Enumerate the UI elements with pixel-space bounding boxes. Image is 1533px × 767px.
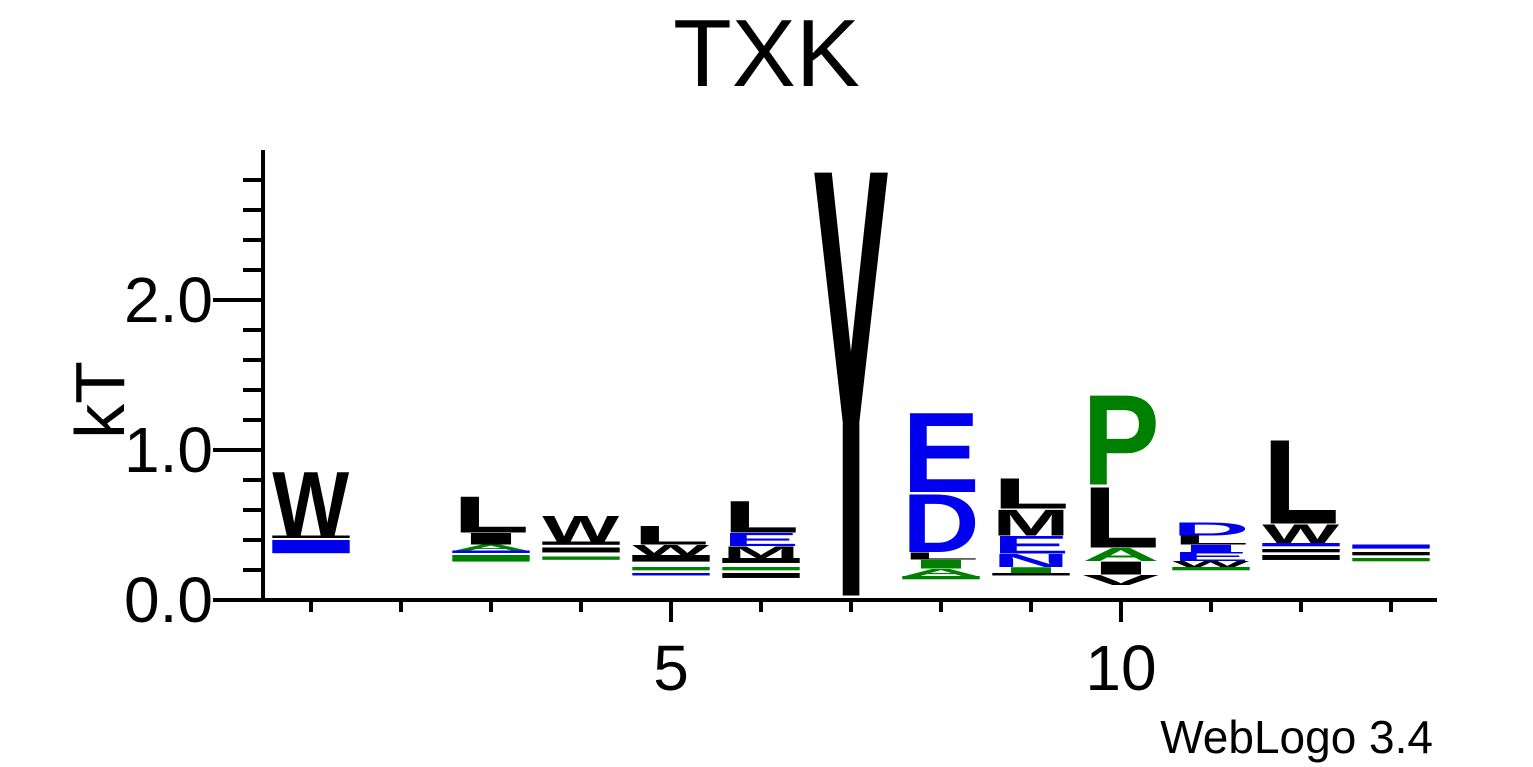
logo-letter-I: I [992,565,1069,574]
logo-letter-W: W [272,453,349,556]
logo-letter-M: M [992,502,1069,544]
logo-stripe [1172,567,1250,571]
logo-stripe [632,567,710,571]
logo-letter-M: M [722,543,799,561]
logo-letter-E: E [992,531,1069,559]
logo-letter-W: W [1172,560,1249,569]
logo-stripe [542,547,620,553]
logo-letter-I: I [452,529,529,548]
logo-letter-W: W [632,542,710,558]
logo-letter-V: V [1082,572,1159,588]
logo-letter-D: D [902,477,979,570]
logo-stripe [452,550,530,553]
logo-letter-I: I [1172,543,1249,555]
logo-letter-L: L [632,520,709,550]
logo-letter-L: L [722,492,799,543]
logo-stripe [542,541,620,545]
chart-title: TXK [673,0,860,107]
logo-letter-L: L [902,550,979,562]
logo-letter-L: L [992,469,1069,518]
logo-stripe [722,558,800,563]
logo-letter-Y: Y [812,40,889,726]
logo-stripe [992,573,1070,576]
logo-stripe [542,556,620,560]
logo-stripe [272,535,350,538]
weblogo-version-label: WebLogo 3.4 [1160,711,1433,763]
logo-stripe [1262,549,1340,553]
chart-axes: 0.0 1.0 2.0 5 10 [124,150,1437,704]
logo-stripe [632,555,710,562]
logo-letter-I: I [1082,557,1159,578]
logo-letter-I: I [902,557,979,571]
logo-stripe [272,540,350,554]
logo-stripe [632,573,710,576]
logo-letter-A: A [452,543,529,552]
logo-stripe [722,567,800,571]
logo-stripe [1352,544,1430,549]
logo-letter-A: A [1082,544,1159,565]
logo-stripe [1352,552,1430,556]
logo-letter-A: A [902,567,979,579]
logo-stripe [722,573,800,578]
logo-letter-N: N [992,550,1069,571]
logo-letter-W: W [542,508,619,549]
logo-letter-E: E [722,529,799,550]
logo-letter-W: W [1262,518,1340,548]
logo-letter-L: L [1082,469,1159,567]
logo-stripe [1262,555,1340,560]
y-tick-label: 0.0 [124,564,213,636]
logo-letter-L: L [452,485,529,544]
logo-letter-D: D [1172,519,1249,540]
logo-stripe [452,555,530,562]
x-tick-label: 10 [1085,632,1156,704]
logo-letter-E: E [902,390,979,517]
y-tick-label: 1.0 [124,414,213,486]
y-tick-label: 2.0 [124,264,213,336]
logo-letter-P: P [1082,369,1159,513]
logo-stripe [1352,558,1430,562]
logo-stripe [1262,543,1340,547]
x-tick-label: 5 [653,632,689,704]
logo-letter-L: L [1262,415,1339,550]
logo-stripe [902,576,980,580]
logo-letter-L: L [1172,533,1249,547]
logo-letter-E: E [1172,550,1249,564]
